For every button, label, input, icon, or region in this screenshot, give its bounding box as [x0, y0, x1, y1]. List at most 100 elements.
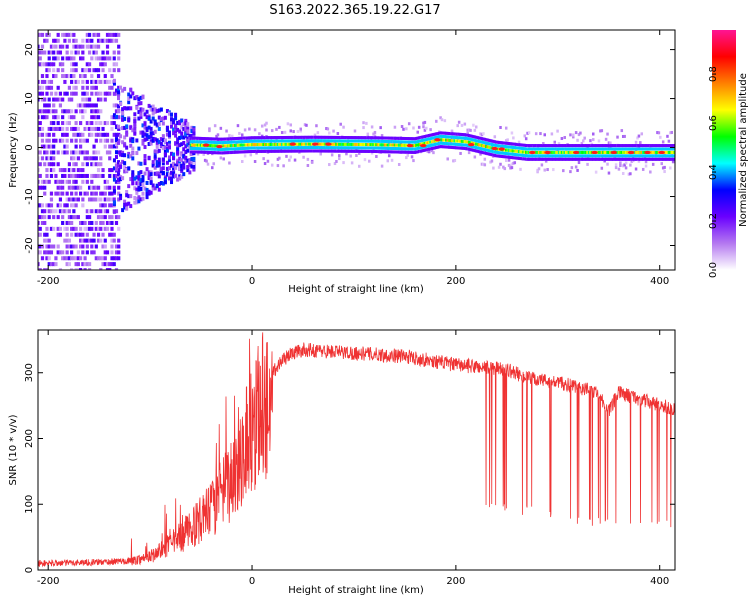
heatmap-cell [647, 154, 651, 158]
heatmap-cell [265, 146, 268, 150]
heatmap-cell [624, 157, 628, 161]
heatmap-cell [112, 91, 116, 96]
heatmap-cell [112, 62, 116, 67]
heatmap-cell [469, 128, 472, 132]
heatmap-cell [85, 62, 89, 67]
heatmap-cell [133, 131, 137, 136]
heatmap-cell [241, 147, 244, 151]
heatmap-cell [398, 136, 401, 140]
heatmap-cell [215, 147, 218, 151]
heatmap-cell [639, 150, 642, 154]
heatmap-cell [269, 146, 272, 150]
heatmap-cell [405, 127, 408, 131]
heatmap-cell [602, 154, 605, 158]
heatmap-cell [426, 134, 429, 138]
heatmap-cell [143, 145, 147, 150]
heatmap-cell [623, 163, 626, 167]
heatmap-cell [522, 143, 525, 147]
heatmap-cell [296, 135, 300, 139]
heatmap-cell [188, 160, 192, 165]
heatmap-cell [539, 132, 542, 136]
heatmap-cell [671, 144, 675, 148]
heatmap-cell [376, 139, 380, 143]
heatmap-cell [127, 92, 131, 97]
heatmap-cell [370, 143, 374, 147]
heatmap-cell [145, 190, 149, 195]
heatmap-cell [121, 114, 125, 119]
heatmap-cell [52, 115, 56, 120]
heatmap-cell [47, 209, 51, 214]
heatmap-cell [303, 142, 307, 146]
heatmap-cell [435, 142, 438, 146]
heatmap-cell [87, 126, 92, 131]
heatmap-cell [105, 32, 110, 37]
heatmap-cell [212, 162, 215, 166]
heatmap-cell [382, 139, 385, 143]
heatmap-cell [319, 146, 322, 150]
heatmap-cell [365, 149, 368, 153]
heatmap-cell [258, 146, 261, 150]
heatmap-cell [602, 157, 605, 161]
heatmap-cell [94, 132, 98, 137]
heatmap-cell [278, 149, 281, 153]
heatmap-cell [108, 91, 112, 96]
heatmap-cell [594, 144, 598, 148]
heatmap-cell [74, 44, 78, 49]
heatmap-cell [87, 132, 92, 137]
heatmap-cell [465, 143, 468, 147]
heatmap-cell [117, 150, 121, 155]
heatmap-cell [517, 156, 521, 160]
heatmap-cell [527, 145, 531, 149]
heatmap-cell [449, 135, 452, 139]
heatmap-cell [457, 146, 461, 150]
heatmap-cell [513, 161, 517, 165]
heatmap-cell [92, 115, 96, 120]
heatmap-cell [70, 256, 74, 261]
heatmap-cell [586, 147, 589, 151]
heatmap-cell [255, 146, 258, 150]
heatmap-cell [455, 135, 458, 139]
heatmap-cell [584, 157, 588, 161]
heatmap-cell [323, 139, 327, 143]
heatmap-cell [243, 136, 247, 140]
heatmap-cell [38, 185, 42, 190]
heatmap-cell [262, 136, 265, 140]
heatmap-cell [372, 132, 375, 136]
heatmap-cell [343, 142, 347, 146]
heatmap-cell [479, 143, 482, 147]
heatmap-cell [497, 154, 501, 158]
heatmap-cell [96, 74, 101, 79]
heatmap-cell [70, 68, 74, 73]
heatmap-cell [412, 144, 415, 148]
heatmap-cell [266, 146, 270, 150]
heatmap-cell [362, 126, 365, 130]
heatmap-cell [336, 147, 340, 151]
heatmap-cell [289, 135, 292, 139]
heatmap-cell [430, 140, 434, 144]
heatmap-cell [40, 97, 45, 102]
heatmap-cell [261, 149, 264, 153]
heatmap-cell [243, 150, 247, 154]
heatmap-cell [290, 146, 294, 150]
heatmap-cell [76, 156, 80, 161]
heatmap-cell [202, 150, 205, 154]
heatmap-cell [517, 140, 521, 144]
heatmap-cell [131, 181, 135, 186]
heatmap-cell [486, 148, 489, 152]
heatmap-cell [74, 185, 78, 190]
heatmap-cell [117, 104, 121, 109]
heatmap-cell [186, 148, 190, 153]
heatmap-cell [363, 146, 367, 150]
heatmap-cell [572, 144, 575, 148]
heatmap-cell [81, 91, 85, 96]
heatmap-cell [296, 149, 300, 153]
heatmap-cell [375, 136, 378, 140]
heatmap-cell [70, 50, 74, 55]
heatmap-cell [427, 133, 431, 137]
heatmap-cell [201, 143, 204, 147]
heatmap-cell [640, 154, 643, 158]
heatmap-cell [161, 137, 165, 142]
heatmap-cell [117, 96, 121, 101]
heatmap-cell [562, 169, 565, 173]
heatmap-cell [543, 133, 546, 137]
